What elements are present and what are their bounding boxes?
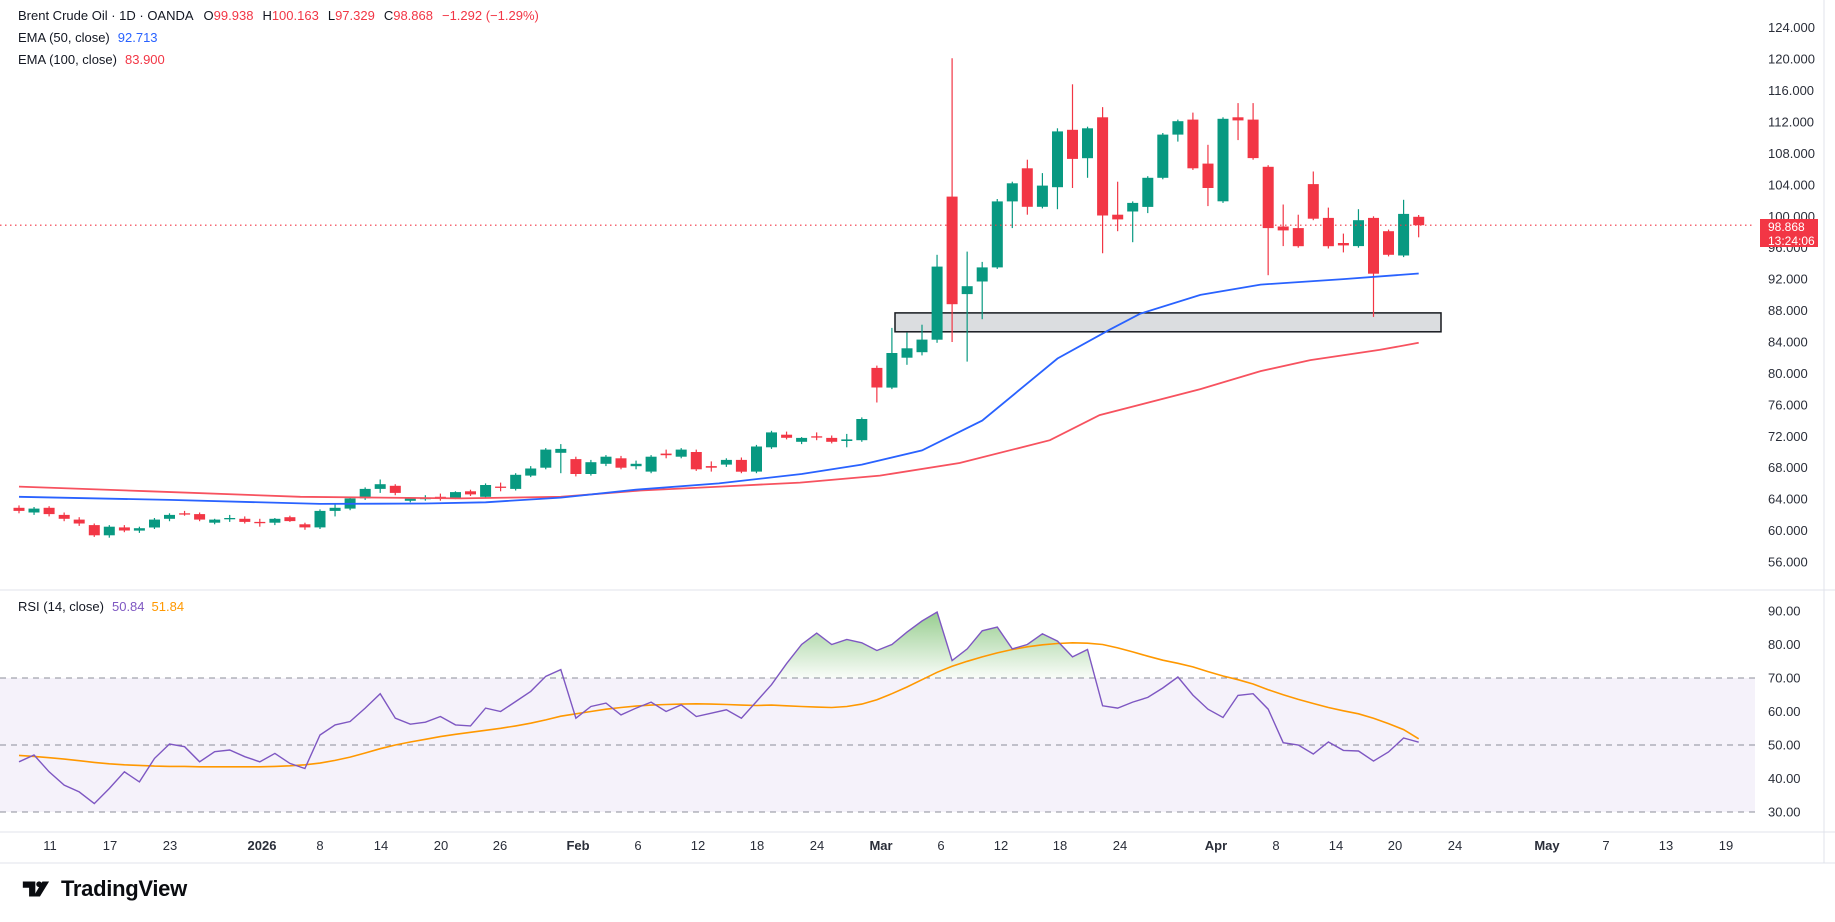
svg-text:24: 24 [1448,838,1462,853]
svg-text:80.000: 80.000 [1768,366,1808,381]
svg-text:8: 8 [1272,838,1279,853]
high-label: H [262,8,272,23]
svg-text:2026: 2026 [248,838,277,853]
svg-text:70.00: 70.00 [1768,671,1801,686]
svg-text:Feb: Feb [566,838,589,853]
svg-text:50.00: 50.00 [1768,738,1801,753]
change-value: −1.292 (−1.29%) [441,8,539,23]
rsi-overbought-fill [776,612,1096,678]
svg-text:6: 6 [937,838,944,853]
ema50-legend-row[interactable]: EMA (50, close) 92.713 [18,30,539,45]
rsi-axis[interactable]: 90.00 80.00 70.00 60.00 50.00 40.00 30.00 [1768,604,1801,820]
support-zone-rect[interactable] [894,312,1442,333]
svg-text:12: 12 [994,838,1008,853]
price-axis[interactable]: 124.000 120.000 116.000 112.000 108.000 104.0… [1768,20,1815,569]
symbol-title[interactable]: Brent Crude Oil · 1D · OANDA [18,8,194,23]
ema100-line[interactable] [18,341,1419,500]
high-value: 100.163 [271,8,319,23]
svg-text:56.000: 56.000 [1768,555,1808,570]
low-value: 97.329 [335,8,375,23]
rsi-ma-value: 51.84 [151,599,185,614]
svg-text:19: 19 [1719,838,1733,853]
last-price-axis-label: 98.868 13:24:06 [1760,219,1818,248]
svg-text:120.000: 120.000 [1768,52,1815,67]
ema100-value: 83.900 [125,52,165,67]
rsi-line[interactable] [18,610,1419,805]
time-axis[interactable]: 11 17 23 2026 8 14 20 26 Feb 6 12 18 24 Mar 6 12 18 24 Apr… [43,838,1733,853]
svg-text:7: 7 [1602,838,1609,853]
rsi-value: 50.84 [111,599,145,614]
svg-text:80.00: 80.00 [1768,637,1801,652]
rsi-pane-legend: RSI (14, close) 50.84 51.84 [18,599,184,614]
svg-text:17: 17 [103,838,117,853]
tradingview-logo[interactable]: TradingView [22,876,187,902]
svg-text:24: 24 [1113,838,1127,853]
svg-text:20: 20 [1388,838,1402,853]
tradingview-logo-text: TradingView [61,876,187,901]
rsi-label: RSI (14, close) [18,599,104,614]
svg-text:124.000: 124.000 [1768,20,1815,35]
rsi-ma-line[interactable] [18,641,1420,768]
svg-text:14: 14 [1329,838,1343,853]
ema100-legend-row[interactable]: EMA (100, close) 83.900 [18,52,539,67]
svg-text:Apr: Apr [1205,838,1227,853]
rsi-band [0,678,1755,812]
last-price-value: 98.868 [1768,220,1805,234]
ema50-label: EMA (50, close) [18,30,110,45]
svg-text:108.000: 108.000 [1768,146,1815,161]
svg-text:90.00: 90.00 [1768,604,1801,619]
svg-text:8: 8 [316,838,323,853]
svg-text:68.000: 68.000 [1768,460,1808,475]
svg-text:6: 6 [634,838,641,853]
svg-text:92.000: 92.000 [1768,272,1808,287]
svg-text:72.000: 72.000 [1768,429,1808,444]
symbol-legend-row[interactable]: Brent Crude Oil · 1D · OANDA O99.938 H100.… [18,8,539,23]
rsi-legend-row[interactable]: RSI (14, close) 50.84 51.84 [18,599,184,614]
svg-text:60.00: 60.00 [1768,704,1801,719]
svg-text:104.000: 104.000 [1768,177,1815,192]
svg-text:20: 20 [434,838,448,853]
bar-countdown: 13:24:06 [1768,234,1815,248]
svg-text:30.00: 30.00 [1768,805,1801,820]
svg-text:40.00: 40.00 [1768,771,1801,786]
low-label: L [327,8,336,23]
svg-text:23: 23 [163,838,177,853]
svg-text:76.000: 76.000 [1768,397,1808,412]
ema100-label: EMA (100, close) [18,52,117,67]
svg-text:May: May [1534,838,1560,853]
svg-text:11: 11 [43,838,57,853]
open-label: O [203,8,214,23]
svg-text:18: 18 [750,838,764,853]
ema50-value: 92.713 [117,30,158,45]
svg-text:18: 18 [1053,838,1067,853]
svg-text:24: 24 [810,838,824,853]
close-value: 98.868 [393,8,433,23]
svg-text:Mar: Mar [869,838,892,853]
svg-text:12: 12 [691,838,705,853]
svg-text:64.000: 64.000 [1768,492,1808,507]
open-value: 99.938 [213,8,254,23]
svg-text:13: 13 [1659,838,1673,853]
svg-text:116.000: 116.000 [1768,83,1814,98]
svg-text:26: 26 [493,838,507,853]
ema50-line[interactable] [18,272,1419,505]
svg-text:84.000: 84.000 [1768,335,1808,350]
svg-text:14: 14 [374,838,388,853]
tradingview-logo-icon [22,881,50,897]
svg-text:88.000: 88.000 [1768,303,1808,318]
svg-text:112.000: 112.000 [1768,115,1814,130]
svg-text:60.000: 60.000 [1768,523,1808,538]
price-pane-legend: Brent Crude Oil · 1D · OANDA O99.938 H100.… [18,8,539,74]
close-label: C [383,8,394,23]
rsi-overbought-fill [544,669,564,678]
